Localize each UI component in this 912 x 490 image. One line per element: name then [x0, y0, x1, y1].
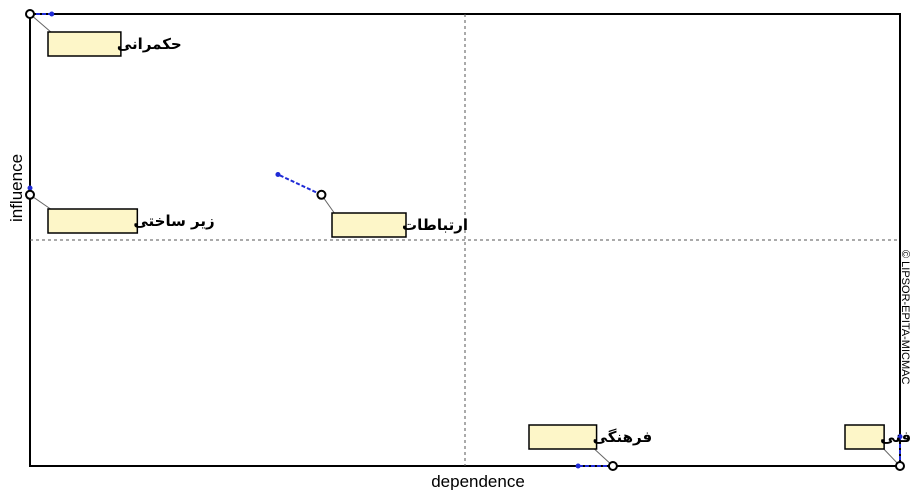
displacement-point [575, 463, 581, 469]
data-point [607, 461, 618, 471]
displacement-point [49, 11, 55, 17]
point-label-text: فرهنگی [593, 428, 653, 446]
point-label-box [528, 424, 598, 450]
point-label-text: حکمرانی [117, 35, 182, 53]
point-label: فنی [844, 424, 911, 450]
data-point [25, 189, 35, 200]
chart-marks: حکمرانی زیر ساختی ارتباطات فرهنگی فنی [25, 9, 911, 471]
data-point [895, 461, 905, 471]
data-point [316, 189, 327, 200]
point-label-text: ارتباطات [402, 216, 468, 234]
x-axis-title: dependence [431, 472, 525, 490]
y-axis-title: influence [7, 154, 26, 222]
point-label-box [331, 212, 407, 238]
displacement-point [897, 434, 903, 440]
point-label-box [47, 208, 139, 234]
point-label: فرهنگی [528, 424, 653, 450]
point-label-box [47, 31, 122, 57]
point-label: ارتباطات [331, 212, 468, 238]
point-label: زیر ساختی [47, 208, 215, 234]
displacement-line [277, 173, 322, 196]
point-label: حکمرانی [47, 31, 182, 57]
displacement-point [275, 171, 281, 177]
point-label-box [844, 424, 885, 450]
point-label-text: زیر ساختی [133, 212, 214, 230]
point-label-text: فنی [880, 428, 911, 446]
copyright-text: © LIPSOR-EPITA-MICMAC [899, 250, 911, 384]
displacement-point [27, 185, 33, 191]
data-point [25, 9, 35, 19]
